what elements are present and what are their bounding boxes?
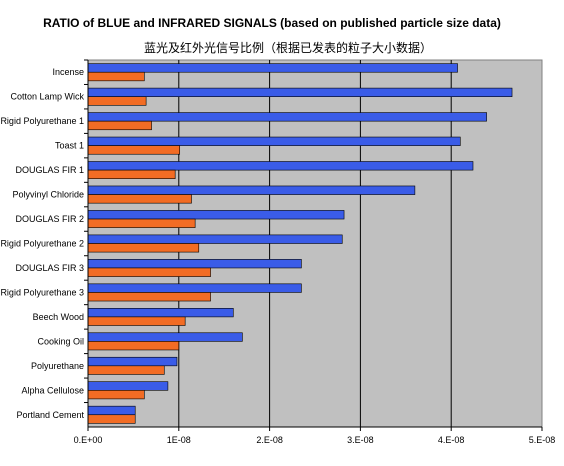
bar bbox=[87, 414, 136, 424]
bar bbox=[87, 341, 180, 351]
category-label: Incense bbox=[52, 67, 84, 77]
x-tick-label: 4.E-08 bbox=[438, 435, 465, 445]
bar bbox=[87, 234, 343, 244]
bar bbox=[87, 356, 178, 367]
bar bbox=[87, 210, 345, 220]
category-label: DOUGLAS FIR 1 bbox=[15, 165, 84, 175]
category-label: Beech Wood bbox=[33, 312, 84, 322]
bar bbox=[87, 71, 145, 82]
x-tick-label: 0.E+00 bbox=[74, 435, 103, 445]
bar bbox=[87, 267, 211, 277]
bar bbox=[87, 381, 169, 391]
bar bbox=[87, 307, 234, 318]
bar bbox=[87, 161, 474, 171]
bar bbox=[87, 405, 136, 416]
bar bbox=[87, 292, 211, 302]
x-tick-label: 1E-08 bbox=[167, 435, 191, 445]
category-label: Toast 1 bbox=[55, 141, 84, 151]
bar bbox=[87, 283, 302, 293]
bar bbox=[87, 243, 200, 253]
x-tick-label: 3.E-08 bbox=[347, 435, 374, 445]
bar bbox=[87, 87, 513, 97]
bar bbox=[87, 218, 196, 228]
x-tick-label: 2.E-08 bbox=[256, 435, 283, 445]
category-label: DOUGLAS FIR 2 bbox=[15, 214, 84, 224]
chart-title: RATIO of BLUE and INFRARED SIGNALS (base… bbox=[43, 16, 501, 30]
bar bbox=[87, 365, 165, 375]
category-label: Cotton Lamp Wick bbox=[10, 92, 84, 102]
category-label: Polyurethane bbox=[31, 361, 84, 371]
bar bbox=[87, 185, 416, 195]
chart-subtitle: 蓝光及红外光信号比例（根据已发表的粒子大小数据） bbox=[144, 40, 432, 55]
plot-area: 0.E+00 1E-08 2.E-08 3.E-08 4.E-08 5.E-08 Incen… bbox=[0, 59, 556, 445]
bar bbox=[87, 316, 186, 326]
bar bbox=[87, 259, 302, 269]
bar bbox=[87, 136, 461, 146]
category-label: Polyvinyl Chloride bbox=[12, 190, 84, 200]
bar bbox=[87, 112, 487, 122]
bar bbox=[87, 63, 458, 73]
x-tick-label: 5.E-08 bbox=[529, 435, 556, 445]
bar bbox=[87, 145, 181, 155]
bar bbox=[87, 389, 145, 400]
bar bbox=[87, 120, 152, 131]
bar bbox=[87, 169, 176, 180]
category-label: Portland Cement bbox=[16, 410, 84, 420]
category-label: DOUGLAS FIR 3 bbox=[15, 263, 84, 273]
category-label: Cooking Oil bbox=[37, 336, 84, 346]
bar bbox=[87, 96, 147, 106]
category-label: Rigid Polyurethane 3 bbox=[0, 287, 84, 297]
bar bbox=[87, 194, 192, 204]
bar bbox=[87, 332, 243, 342]
category-label: Rigid Polyurethane 1 bbox=[0, 116, 84, 126]
category-label: Alpha Cellulose bbox=[21, 385, 84, 395]
category-label: Rigid Polyurethane 2 bbox=[0, 239, 84, 249]
